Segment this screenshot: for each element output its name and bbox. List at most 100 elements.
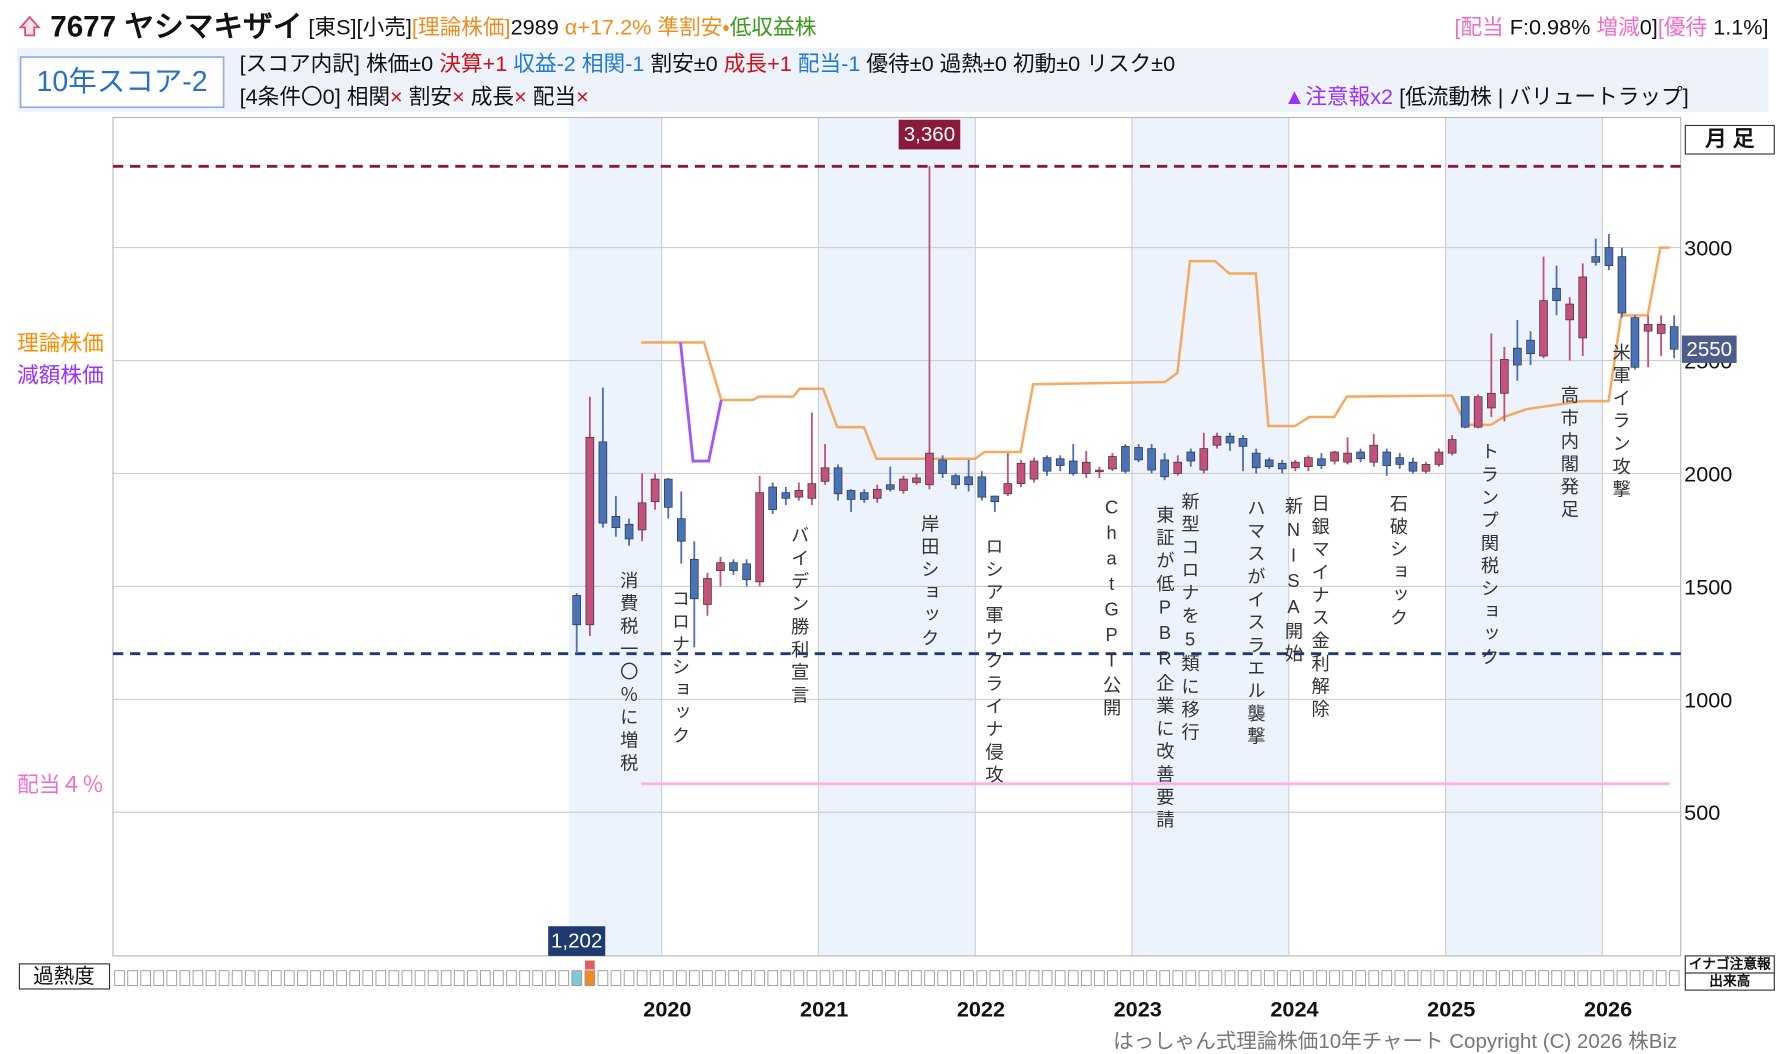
candle-body bbox=[1369, 444, 1379, 463]
heat-box bbox=[1381, 970, 1393, 987]
candle-body bbox=[572, 595, 582, 626]
candle-body bbox=[872, 488, 882, 499]
period-button[interactable] bbox=[1684, 124, 1775, 155]
side-label: イナゴ注意報 bbox=[1689, 956, 1771, 972]
heat-box bbox=[284, 970, 295, 987]
candle-body bbox=[1042, 457, 1052, 472]
candle-body bbox=[1108, 456, 1117, 470]
text-part: 2989 bbox=[511, 14, 565, 39]
heat-box bbox=[1067, 970, 1079, 987]
heat-box bbox=[1316, 970, 1327, 987]
candle-body bbox=[951, 475, 960, 486]
heat-box bbox=[1459, 970, 1471, 987]
heat-box bbox=[832, 970, 844, 987]
heat-box bbox=[1237, 970, 1249, 987]
text-part: 配当-1 bbox=[798, 51, 867, 76]
annotation: 米軍イラン攻撃 bbox=[1611, 343, 1632, 503]
heat-box bbox=[1603, 970, 1615, 987]
text-part: 優待±0 過熱±0 初動±0 リスク±0 bbox=[866, 51, 1175, 76]
candle-body bbox=[846, 490, 856, 500]
heat-box bbox=[1081, 970, 1092, 987]
heat-box bbox=[1433, 970, 1445, 987]
candle-body bbox=[676, 518, 686, 542]
heat-box bbox=[976, 970, 988, 987]
heat-box bbox=[898, 970, 909, 987]
heat-box bbox=[480, 970, 491, 987]
text-part: 割安±0 bbox=[650, 51, 723, 76]
heat-box bbox=[806, 970, 818, 987]
heat-box bbox=[858, 970, 870, 987]
heat-box bbox=[349, 970, 360, 987]
heat-box bbox=[1342, 970, 1353, 987]
score-box bbox=[19, 56, 225, 109]
last-price-box bbox=[1681, 335, 1737, 363]
heat-box bbox=[1590, 970, 1602, 987]
text-part: [理論株価] bbox=[412, 14, 511, 39]
candle-body bbox=[1500, 359, 1509, 394]
side-label: 出来高 bbox=[1709, 973, 1750, 989]
candle-body bbox=[1003, 483, 1013, 495]
heat-box bbox=[218, 970, 230, 987]
annotation: 東証が低PBR企業に改善要請 bbox=[1154, 505, 1175, 833]
candle-body bbox=[1656, 324, 1666, 334]
reference-label-box bbox=[548, 926, 606, 956]
heat-box bbox=[1499, 970, 1510, 987]
candle-body bbox=[1304, 457, 1313, 468]
candle-body bbox=[1160, 459, 1169, 478]
text-part: ▲注意報x2 bbox=[1284, 84, 1399, 109]
text-part: [配当 bbox=[1454, 14, 1509, 39]
candle-body bbox=[650, 478, 660, 503]
heat-box bbox=[754, 970, 766, 987]
plot-background bbox=[112, 117, 1681, 956]
candle-body bbox=[1068, 460, 1078, 474]
y-tick-label: 1000 bbox=[1684, 687, 1732, 712]
candle-body bbox=[1199, 448, 1209, 471]
y-tick-label: 2000 bbox=[1684, 461, 1732, 486]
reference-label: 1,202 bbox=[551, 930, 602, 953]
text-part: 収益-2 相関-1 bbox=[513, 51, 650, 76]
candle-body bbox=[1630, 317, 1640, 368]
heat-box bbox=[1250, 970, 1262, 987]
heat-box bbox=[493, 970, 504, 987]
heat-box bbox=[623, 970, 635, 987]
heat-box bbox=[1211, 970, 1223, 987]
rich-text: [スコア内訳] 株価±0 決算+1 収益-2 相関-1 割安±0 成長+1 配当… bbox=[240, 51, 1176, 76]
heat-box bbox=[244, 970, 256, 987]
heat-box bbox=[1133, 970, 1144, 987]
heat-box bbox=[310, 970, 321, 987]
candle-body bbox=[755, 492, 764, 583]
heat-box bbox=[362, 970, 374, 987]
series-line bbox=[641, 246, 1670, 461]
candle-body bbox=[859, 492, 869, 500]
candle-body bbox=[912, 477, 921, 483]
reference-label: 3,360 bbox=[904, 123, 955, 146]
candle-body bbox=[899, 478, 908, 491]
heat-box bbox=[1198, 970, 1210, 987]
heat-box bbox=[375, 970, 387, 987]
heat-box bbox=[1002, 970, 1014, 987]
candle-body bbox=[925, 452, 934, 486]
heat-box bbox=[192, 970, 204, 987]
candle-body bbox=[1016, 462, 1026, 484]
x-tick-label: 2023 bbox=[1114, 996, 1162, 1021]
text-part: [低流動株 | バリュートラップ] bbox=[1399, 84, 1689, 109]
candle-body bbox=[1055, 458, 1065, 466]
heat-box bbox=[466, 970, 478, 987]
heat-box bbox=[1420, 970, 1432, 987]
candle-body bbox=[1513, 347, 1522, 366]
candle-body bbox=[624, 523, 634, 540]
heat-box bbox=[871, 970, 883, 987]
candle-body bbox=[1669, 326, 1679, 350]
text-part: × bbox=[452, 84, 471, 109]
heat-box bbox=[558, 970, 570, 987]
annotation: コロナショック bbox=[670, 589, 691, 749]
heat-box bbox=[715, 970, 726, 987]
heat-box bbox=[1407, 970, 1419, 987]
heat-box bbox=[1263, 970, 1275, 987]
candle-body bbox=[1434, 451, 1444, 465]
period-button-text[interactable]: 月 足 bbox=[1704, 126, 1755, 151]
candle-body bbox=[716, 562, 725, 571]
heat-box bbox=[950, 970, 961, 987]
candle-body bbox=[1578, 276, 1588, 339]
